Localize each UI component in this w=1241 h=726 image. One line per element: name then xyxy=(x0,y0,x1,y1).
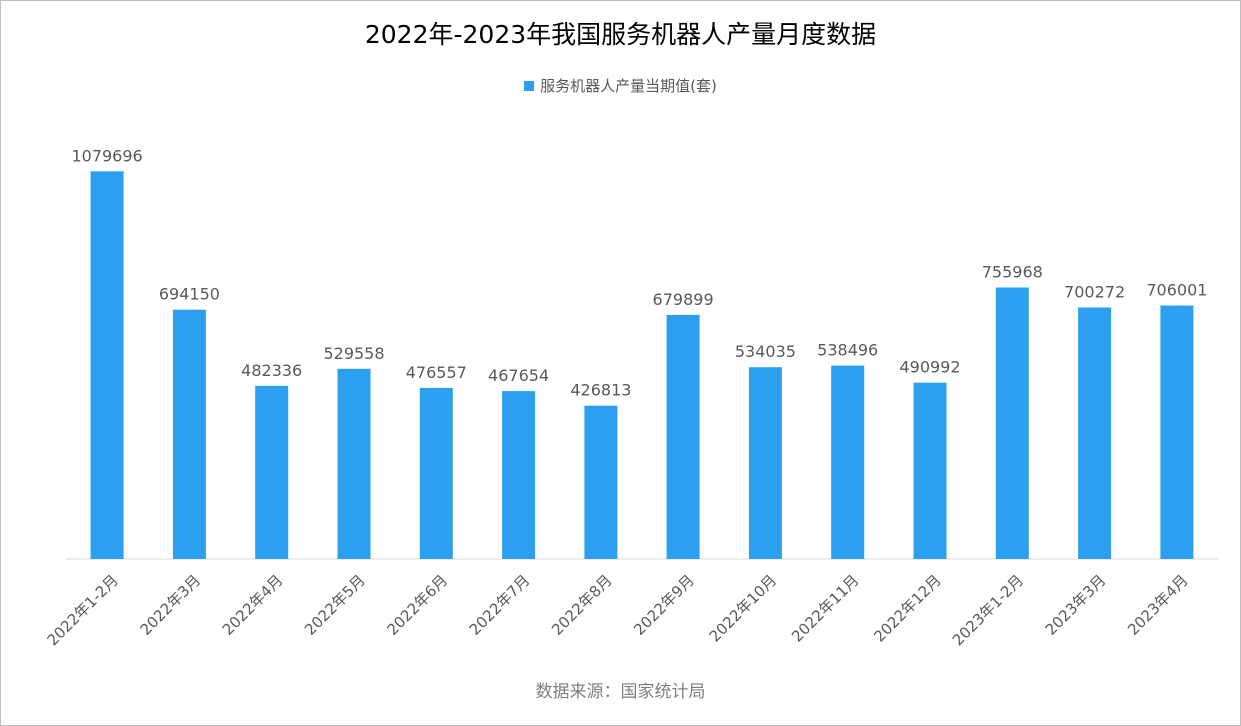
data-label: 538496 xyxy=(817,341,878,360)
x-tick-label: 2022年6月 xyxy=(383,571,451,639)
data-label: 755968 xyxy=(982,263,1043,282)
x-tick-label: 2023年4月 xyxy=(1124,571,1192,639)
x-tick-label: 2022年7月 xyxy=(466,571,534,639)
x-tick-label: 2023年3月 xyxy=(1042,571,1110,639)
source-note: 数据来源：国家统计局 xyxy=(535,682,706,702)
bar xyxy=(748,367,782,559)
x-tick-label: 2023年1-2月 xyxy=(949,571,1027,649)
data-label: 706001 xyxy=(1146,281,1207,300)
bar xyxy=(90,171,124,560)
bar xyxy=(584,405,618,559)
bar xyxy=(172,309,206,559)
bar xyxy=(255,385,289,559)
data-label: 679899 xyxy=(653,290,714,309)
bar xyxy=(831,365,865,559)
legend-label: 服务机器人产量当期值(套) xyxy=(540,77,717,95)
legend-swatch xyxy=(524,81,535,91)
data-label: 467654 xyxy=(488,366,549,385)
legend: 服务机器人产量当期值(套) xyxy=(1,75,1240,96)
data-label: 534035 xyxy=(735,342,796,361)
x-tick-label: 2022年10月 xyxy=(706,571,780,645)
data-label: 1079696 xyxy=(71,146,142,165)
data-label: 490992 xyxy=(899,358,960,377)
x-tick-label: 2022年11月 xyxy=(788,571,862,645)
bar xyxy=(666,314,700,559)
data-label: 476557 xyxy=(406,363,467,382)
data-label: 426813 xyxy=(570,381,631,400)
x-tick-label: 2022年9月 xyxy=(630,571,698,639)
bar xyxy=(1160,305,1194,559)
x-tick-label: 2022年3月 xyxy=(137,571,205,639)
x-tick-label: 2022年5月 xyxy=(301,571,369,639)
data-label: 694150 xyxy=(159,285,220,304)
bar xyxy=(913,382,947,559)
data-label: 700272 xyxy=(1064,283,1125,302)
bar xyxy=(1078,307,1112,559)
data-label: 529558 xyxy=(323,344,384,363)
bar xyxy=(337,368,371,559)
bar xyxy=(995,287,1029,559)
x-tick-label: 2022年12月 xyxy=(870,571,944,645)
x-tick-label: 2022年4月 xyxy=(219,571,287,639)
x-tick-label: 2022年8月 xyxy=(548,571,616,639)
bar xyxy=(502,391,536,559)
data-label: 482336 xyxy=(241,361,302,380)
x-tick-label: 2022年1-2月 xyxy=(44,571,122,649)
chart-title: 2022年-2023年我国服务机器人产量月度数据 xyxy=(364,20,877,49)
bar xyxy=(419,387,453,559)
